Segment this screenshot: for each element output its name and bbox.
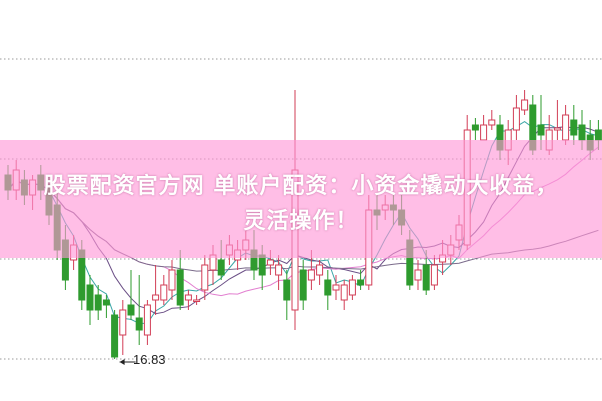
candle-body — [160, 284, 168, 301]
candle-body — [480, 124, 488, 141]
candle-body — [184, 294, 192, 301]
candle-body — [594, 129, 602, 141]
candle-body — [143, 304, 151, 336]
candle-body — [340, 284, 348, 301]
candle-body — [430, 264, 438, 286]
candle-body — [193, 299, 201, 302]
candle-body — [275, 264, 283, 276]
candle-body — [422, 264, 430, 291]
candle-body — [307, 269, 315, 281]
candle-body — [201, 264, 209, 291]
candle-body — [316, 264, 324, 276]
candle-body — [299, 269, 307, 301]
candle-body — [127, 304, 135, 316]
candle-body — [217, 259, 225, 276]
low-arrow-head — [119, 359, 125, 365]
candle-body — [86, 284, 94, 311]
candle-body — [553, 127, 561, 131]
candle-body — [332, 284, 340, 291]
candle-body — [94, 294, 102, 311]
candle-body — [119, 309, 127, 336]
candle-body — [324, 279, 332, 296]
low-price-label: 16.83 — [133, 352, 166, 367]
candle-body — [537, 124, 545, 136]
candle-body — [414, 269, 422, 281]
candle-body — [578, 124, 586, 141]
candle-body — [488, 119, 496, 126]
candle-body — [570, 119, 578, 136]
banner-title-line1: 股票配资官方网 单账户配资：小资金撬动大收益， — [43, 174, 559, 199]
candle-body — [283, 279, 291, 301]
candle-body — [348, 279, 356, 296]
candle-body — [135, 317, 143, 331]
banner-title-line2: 灵活操作！ — [243, 209, 359, 234]
candle-body — [258, 254, 266, 276]
candle-body — [471, 124, 479, 131]
candle-body — [176, 269, 184, 306]
promo-banner — [0, 140, 602, 258]
candle-body — [357, 279, 365, 286]
candle-body — [168, 269, 176, 291]
candle-body — [562, 114, 570, 141]
candle-body — [521, 99, 529, 111]
candle-body — [152, 294, 160, 301]
candle-body — [512, 107, 520, 131]
candle-body — [266, 259, 274, 266]
candle-body — [111, 314, 119, 358]
candle-body — [102, 299, 110, 306]
